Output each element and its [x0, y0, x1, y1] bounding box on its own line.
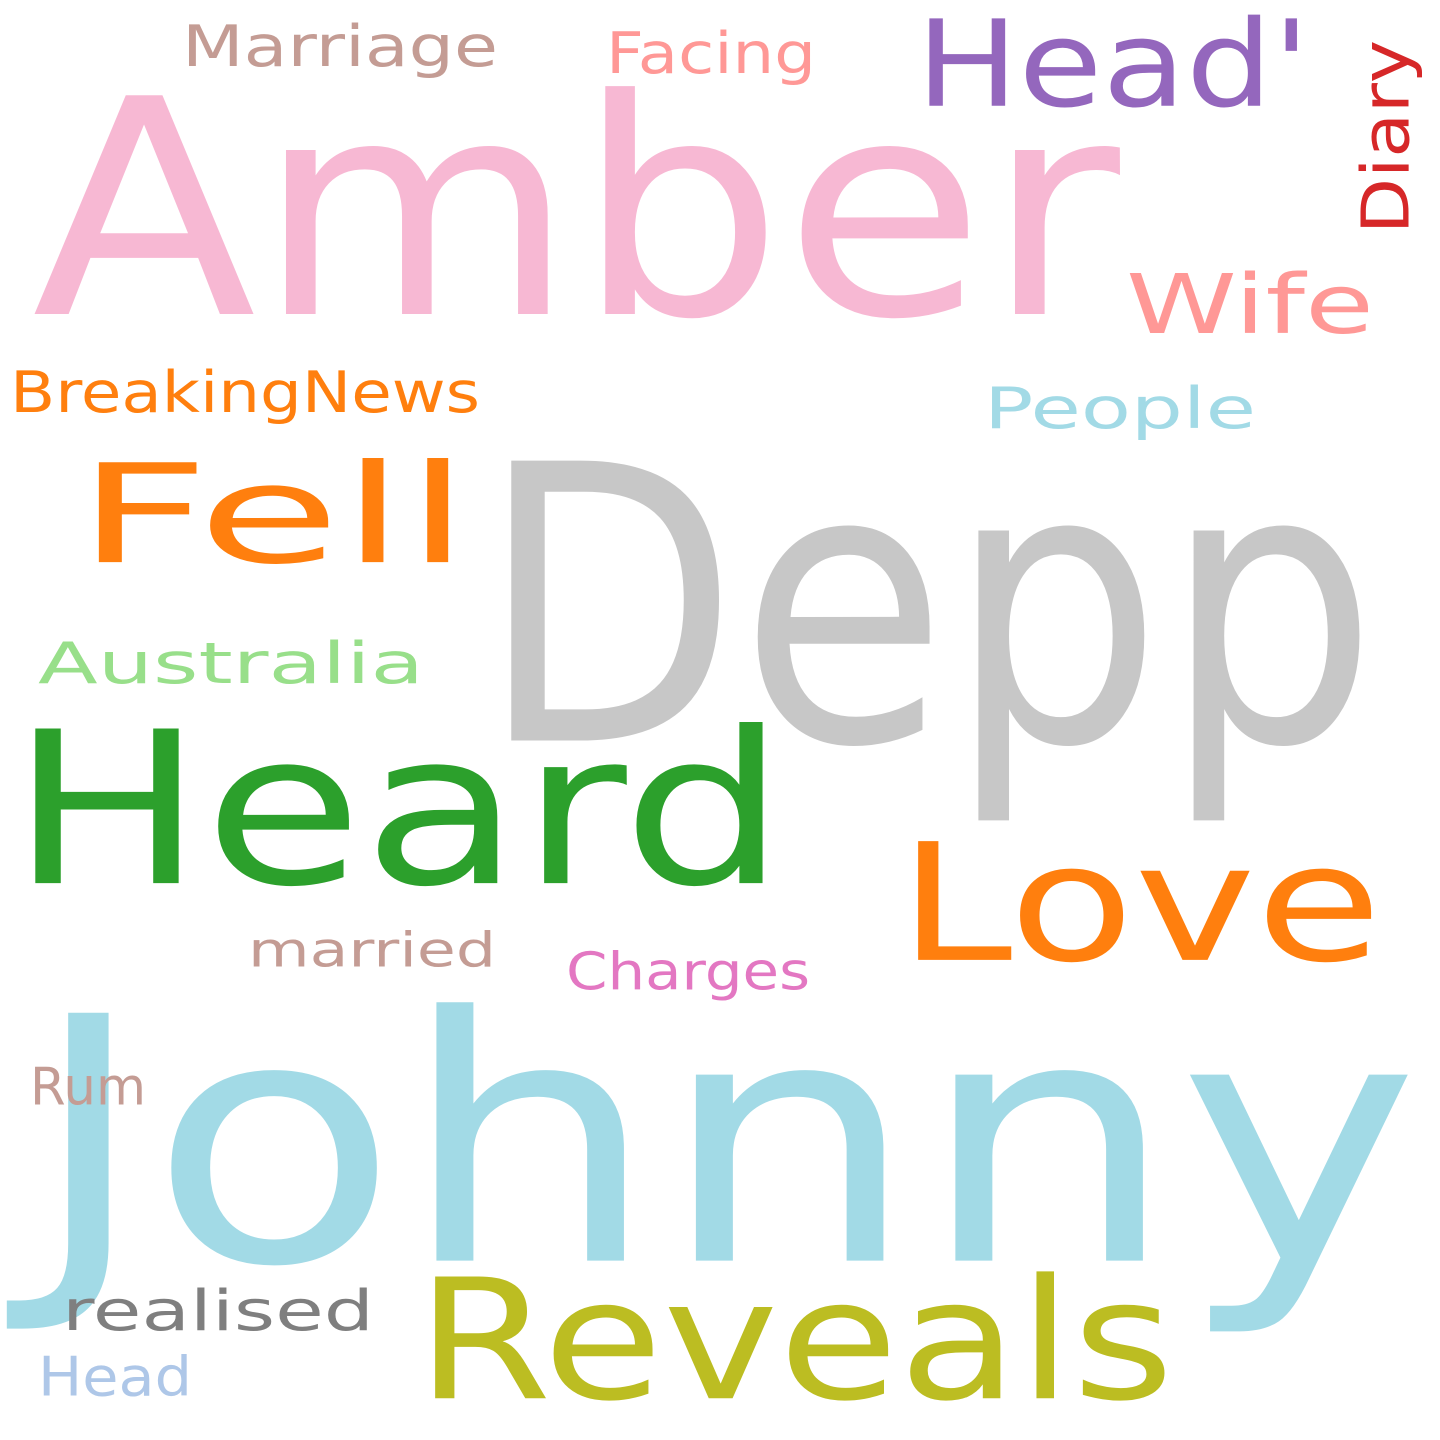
- word-diary: Diary: [1347, 39, 1425, 234]
- word-head: Head: [38, 1345, 192, 1409]
- word-johnny: Johnny: [28, 944, 1420, 1343]
- word-people: People: [984, 374, 1256, 442]
- word-breakingnews: BreakingNews: [10, 358, 480, 426]
- word-depp: Depp: [478, 383, 1378, 833]
- word-charges: Charges: [566, 941, 810, 1003]
- word-rum: Rum: [30, 1056, 146, 1118]
- word-love: Love: [898, 808, 1382, 1000]
- word-married: married: [248, 921, 496, 978]
- word-amber: Amber: [32, 35, 1120, 386]
- word-head-apostrophe: Head': [916, 0, 1310, 135]
- word-australia: Australia: [38, 629, 424, 697]
- word-reveals: Reveals: [416, 1242, 1174, 1439]
- word-wife: Wife: [1126, 256, 1374, 353]
- word-fell: Fell: [76, 434, 470, 595]
- word-facing: Facing: [606, 19, 816, 87]
- word-realised: realised: [62, 1277, 374, 1344]
- word-marriage: Marriage: [182, 12, 498, 80]
- word-heard: Heard: [10, 685, 786, 934]
